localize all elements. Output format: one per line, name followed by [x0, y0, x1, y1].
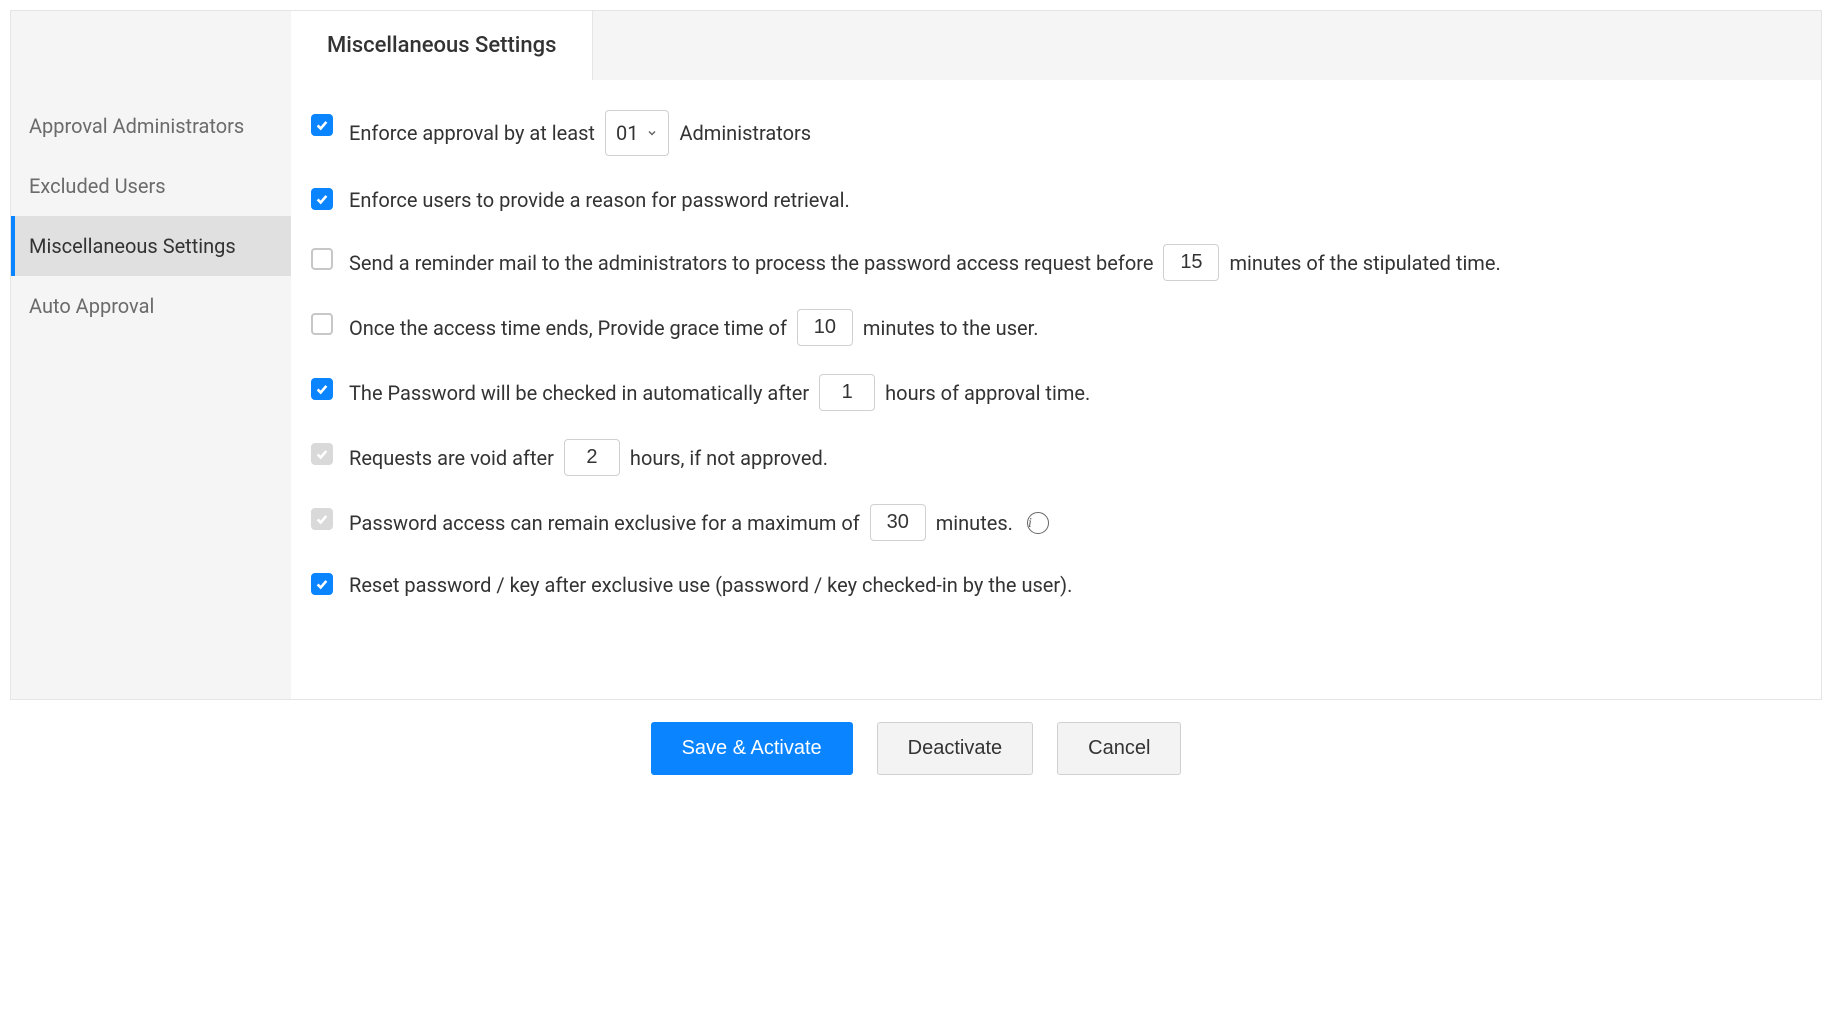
label-text: minutes to the user. — [863, 312, 1039, 344]
checkbox-enforce-approval[interactable] — [311, 114, 333, 136]
sidebar-item-miscellaneous-settings[interactable]: Miscellaneous Settings — [11, 216, 291, 276]
select-value: 01 — [616, 117, 638, 149]
setting-row-void-after: Requests are void after hours, if not ap… — [311, 439, 1801, 476]
label-text: Reset password / key after exclusive use… — [349, 569, 1072, 601]
label-text: Send a reminder mail to the administrato… — [349, 247, 1153, 279]
label-text: The Password will be checked in automati… — [349, 377, 809, 409]
label-text: Once the access time ends, Provide grace… — [349, 312, 787, 344]
label-text: minutes. — [936, 507, 1013, 539]
setting-row-enforce-approval: Enforce approval by at least 01 Administ… — [311, 110, 1801, 156]
grace-minutes-input[interactable] — [797, 309, 853, 346]
settings-container: Approval Administrators Excluded Users M… — [10, 10, 1822, 700]
setting-row-exclusive-max: Password access can remain exclusive for… — [311, 504, 1801, 541]
row-text: Enforce users to provide a reason for pa… — [349, 184, 1801, 216]
setting-row-reminder-mail: Send a reminder mail to the administrato… — [311, 244, 1801, 281]
deactivate-button[interactable]: Deactivate — [877, 722, 1034, 775]
sidebar: Approval Administrators Excluded Users M… — [11, 11, 291, 699]
row-text: Requests are void after hours, if not ap… — [349, 439, 1801, 476]
row-text: Password access can remain exclusive for… — [349, 504, 1801, 541]
info-icon[interactable]: i — [1027, 512, 1049, 534]
reminder-minutes-input[interactable] — [1163, 244, 1219, 281]
setting-row-enforce-reason: Enforce users to provide a reason for pa… — [311, 184, 1801, 216]
footer-buttons: Save & Activate Deactivate Cancel — [10, 700, 1822, 775]
checkbox-auto-checkin[interactable] — [311, 378, 333, 400]
label-text: Password access can remain exclusive for… — [349, 507, 860, 539]
main-panel: Miscellaneous Settings Enforce approval … — [291, 11, 1821, 699]
checkbox-grace-time[interactable] — [311, 313, 333, 335]
setting-row-auto-checkin: The Password will be checked in automati… — [311, 374, 1801, 411]
checkbox-exclusive-max — [311, 508, 333, 530]
row-text: The Password will be checked in automati… — [349, 374, 1801, 411]
sidebar-item-approval-administrators[interactable]: Approval Administrators — [11, 96, 291, 156]
check-icon — [315, 447, 329, 461]
exclusive-minutes-input[interactable] — [870, 504, 926, 541]
label-text: hours, if not approved. — [630, 442, 828, 474]
checkbox-reset-after-exclusive[interactable] — [311, 573, 333, 595]
tab-header: Miscellaneous Settings — [291, 11, 1821, 80]
check-icon — [315, 577, 329, 591]
void-hours-input[interactable] — [564, 439, 620, 476]
label-text: Administrators — [679, 117, 811, 149]
checkbox-void-after — [311, 443, 333, 465]
label-text: hours of approval time. — [885, 377, 1090, 409]
check-icon — [315, 382, 329, 396]
content-area: Enforce approval by at least 01 Administ… — [291, 80, 1821, 649]
row-text: Reset password / key after exclusive use… — [349, 569, 1801, 601]
row-text: Once the access time ends, Provide grace… — [349, 309, 1801, 346]
checkbox-reminder-mail[interactable] — [311, 248, 333, 270]
sidebar-item-excluded-users[interactable]: Excluded Users — [11, 156, 291, 216]
label-text: Enforce users to provide a reason for pa… — [349, 184, 850, 216]
label-text: Enforce approval by at least — [349, 117, 595, 149]
check-icon — [315, 192, 329, 206]
label-text: minutes of the stipulated time. — [1229, 247, 1500, 279]
tab-miscellaneous-settings[interactable]: Miscellaneous Settings — [291, 11, 593, 80]
check-icon — [315, 512, 329, 526]
cancel-button[interactable]: Cancel — [1057, 722, 1181, 775]
chevron-down-icon — [646, 127, 658, 139]
save-activate-button[interactable]: Save & Activate — [651, 722, 853, 775]
row-text: Send a reminder mail to the administrato… — [349, 244, 1801, 281]
setting-row-grace-time: Once the access time ends, Provide grace… — [311, 309, 1801, 346]
sidebar-item-auto-approval[interactable]: Auto Approval — [11, 276, 291, 336]
checkin-hours-input[interactable] — [819, 374, 875, 411]
row-text: Enforce approval by at least 01 Administ… — [349, 110, 1801, 156]
admin-count-select[interactable]: 01 — [605, 110, 669, 156]
setting-row-reset-after-exclusive: Reset password / key after exclusive use… — [311, 569, 1801, 601]
label-text: Requests are void after — [349, 442, 554, 474]
checkbox-enforce-reason[interactable] — [311, 188, 333, 210]
check-icon — [315, 118, 329, 132]
